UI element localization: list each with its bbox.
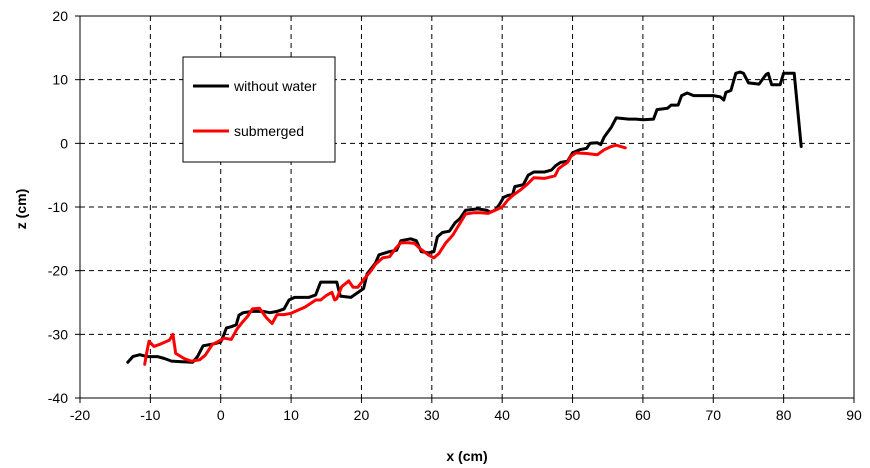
y-tick-label: 20 [52,8,68,24]
x-tick-label: 50 [565,407,581,423]
y-tick-label: -40 [48,390,68,406]
series-lines [126,70,803,366]
x-tick-label: -20 [70,407,90,423]
x-tick-label: 60 [635,407,651,423]
x-tick-label: 10 [283,407,299,423]
legend-label-submerged: submerged [234,123,304,139]
legend-box [182,56,336,163]
series-line-submerged [143,143,627,366]
x-tick-label: 20 [354,407,370,423]
legend-label-without-water: without water [233,78,317,94]
x-tick-label: -10 [140,407,160,423]
y-tick-label: 0 [60,135,68,151]
y-axis-title: z (cm) [13,189,29,229]
x-tick-label: 70 [705,407,721,423]
y-tick-label: -10 [48,199,68,215]
x-tick-label: 40 [494,407,510,423]
legend: without water submerged [182,56,336,163]
x-tick-label: 30 [424,407,440,423]
y-tick-label: -30 [48,326,68,342]
tick-labels: -20 -10 0 10 20 30 40 50 60 70 80 90 -40 -30 -20 -10 0 10… [48,8,862,423]
x-axis-title: x (cm) [446,448,487,464]
x-tick-label: 90 [846,407,862,423]
x-tick-label: 0 [217,407,225,423]
y-tick-label: -20 [48,263,68,279]
x-tick-label: 80 [776,407,792,423]
y-tick-label: 10 [52,72,68,88]
